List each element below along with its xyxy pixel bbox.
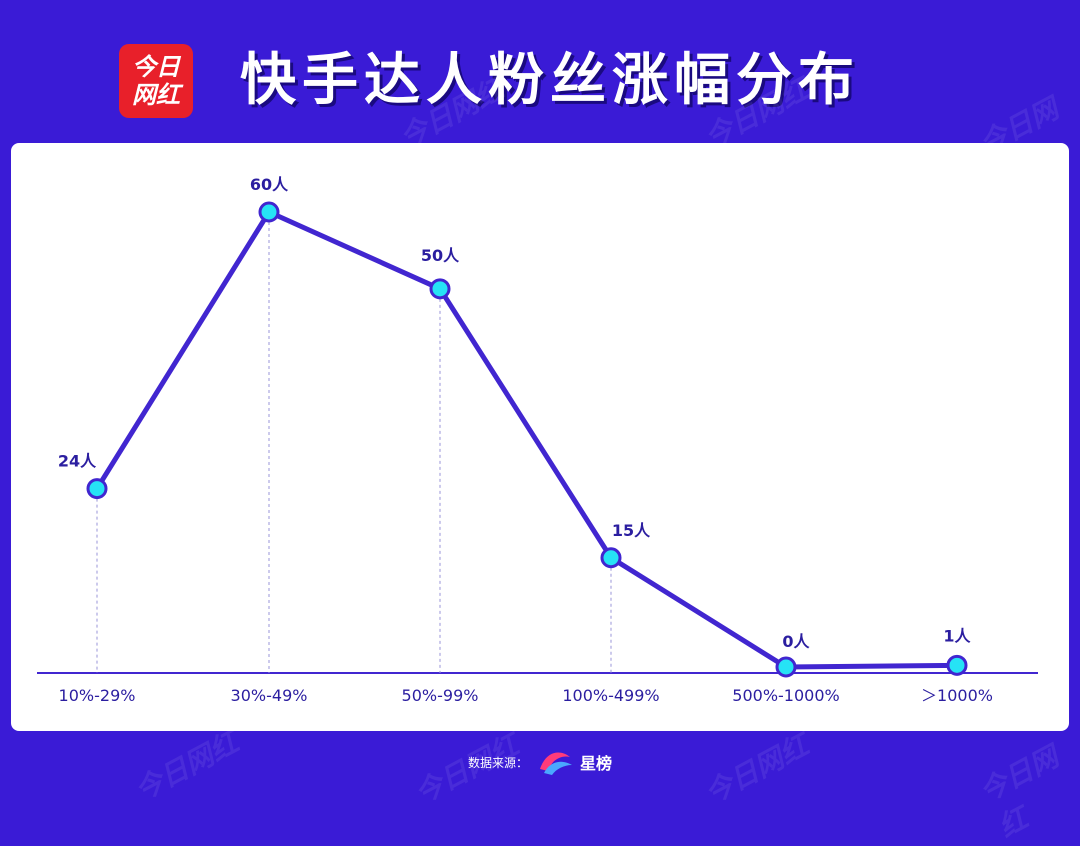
x-tick-label: 50%-99% (402, 686, 479, 705)
star-logo-icon (540, 752, 572, 775)
data-label: 15人 (612, 521, 651, 540)
x-tick-label: 30%-49% (231, 686, 308, 705)
x-tick-label: 500%-1000% (732, 686, 839, 705)
data-point (946, 654, 968, 676)
data-label: 0人 (782, 632, 810, 651)
data-label: 60人 (250, 175, 289, 194)
data-point (775, 656, 797, 678)
series-line (94, 209, 958, 670)
source-brand: 星榜 (580, 754, 613, 773)
footer: 数据来源： 星榜 (0, 740, 1080, 784)
source-logo: 星榜 (536, 747, 612, 777)
data-label: 24人 (58, 452, 97, 471)
x-tick-label: 100%-499% (562, 686, 659, 705)
logo-line-2: 网红 (132, 81, 180, 109)
data-label: 50人 (421, 246, 460, 265)
line-chart: 24人 60人 50人 15人 0人 1人 10%-29% 30%-49% 50%-99% 100… (37, 175, 1038, 705)
header: 今日 网红 快手达人粉丝涨幅分布 (0, 0, 1080, 140)
data-point (600, 547, 622, 569)
brand-logo: 今日 网红 (119, 44, 193, 118)
data-point (258, 201, 280, 223)
data-point (429, 278, 451, 300)
x-tick-label: ＞1000% (921, 686, 993, 705)
data-point (86, 478, 108, 500)
data-source-label: 数据来源： (467, 755, 528, 770)
chart-card (11, 143, 1069, 731)
page-title: 快手达人粉丝涨幅分布 (240, 48, 860, 113)
data-label: 1人 (943, 626, 971, 645)
x-tick-label: 10%-29% (59, 686, 136, 705)
logo-line-1: 今日 (132, 53, 180, 81)
